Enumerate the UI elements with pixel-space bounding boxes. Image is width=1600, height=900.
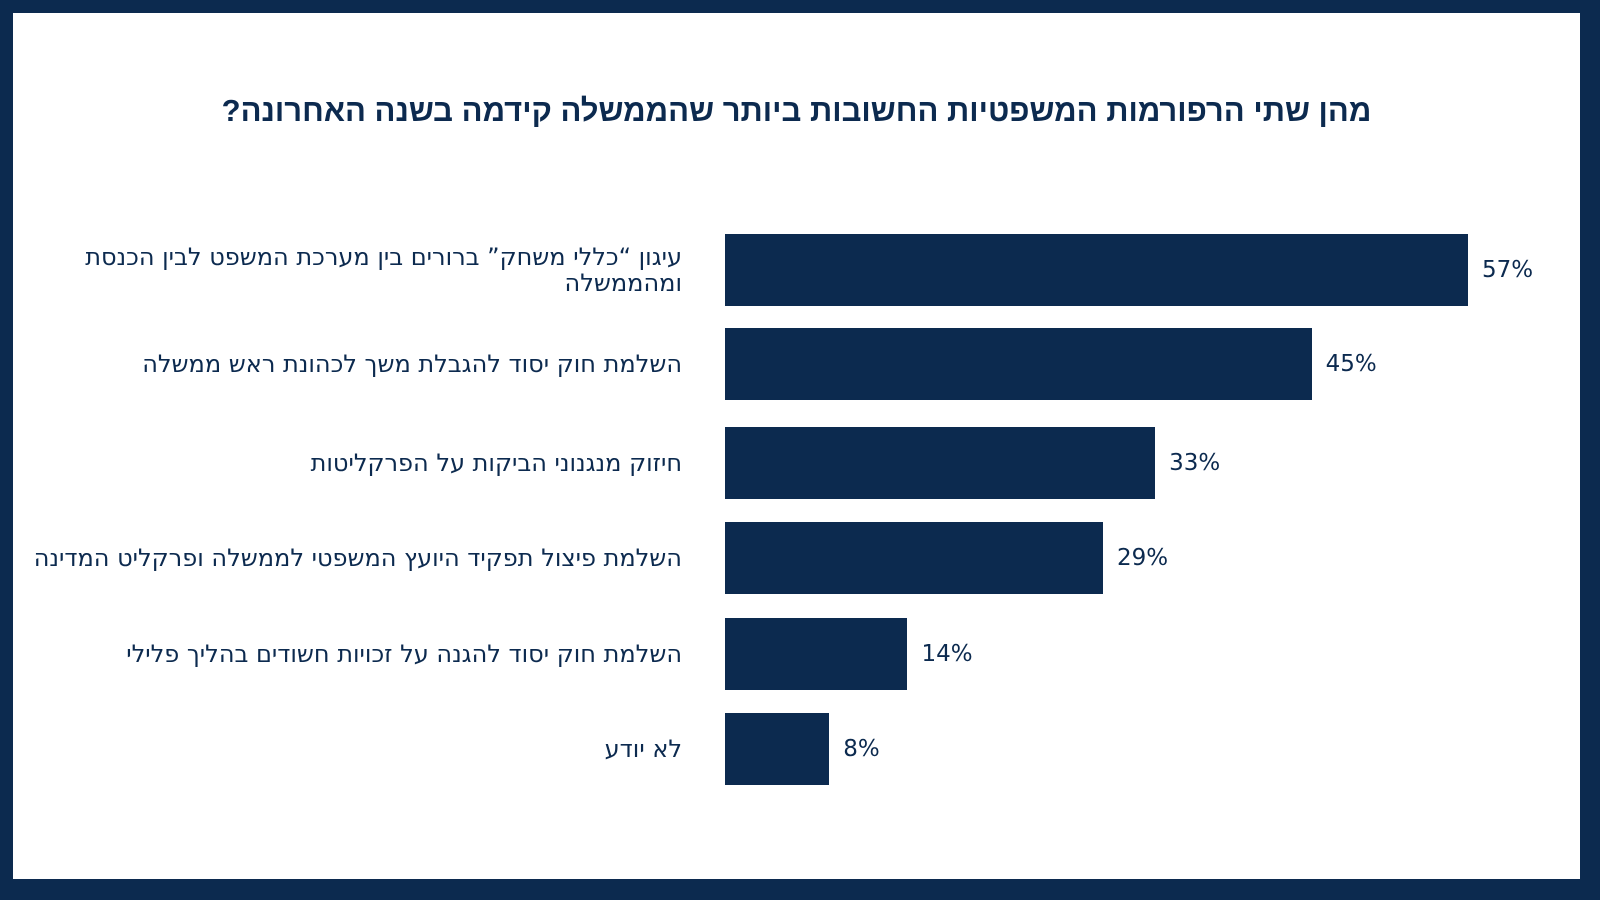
bar — [725, 328, 1312, 400]
value-label: 8% — [843, 736, 880, 762]
chart-title: מהן שתי הרפורמות המשפטיות החשובות ביותר … — [221, 93, 1372, 128]
category-label: עיגון “כללי משחק” ברורים בין מערכת המשפט… — [85, 243, 682, 297]
value-label: 33% — [1169, 450, 1221, 476]
bar — [725, 713, 830, 785]
bar — [725, 618, 908, 690]
category-label: חיזוק מנגנוני הביקות על הפרקליטות — [310, 449, 682, 477]
bar — [725, 522, 1104, 594]
value-label: 14% — [921, 641, 973, 667]
value-label: 45% — [1325, 351, 1377, 377]
value-label: 29% — [1117, 545, 1169, 571]
category-label: לא יודע — [604, 735, 682, 763]
value-label: 57% — [1482, 257, 1534, 283]
category-label: השלמת חוק יסוד להגבלת משך לכהונת ראש ממש… — [142, 350, 682, 378]
bar — [725, 427, 1156, 499]
bar — [725, 234, 1468, 306]
chart-card: מהן שתי הרפורמות המשפטיות החשובות ביותר … — [13, 13, 1580, 879]
category-label: השלמת חוק יסוד להגנה על זכויות חשודים בה… — [126, 640, 682, 668]
category-label: השלמת פיצול תפקיד היועץ המשפטי לממשלה ופ… — [33, 544, 682, 572]
